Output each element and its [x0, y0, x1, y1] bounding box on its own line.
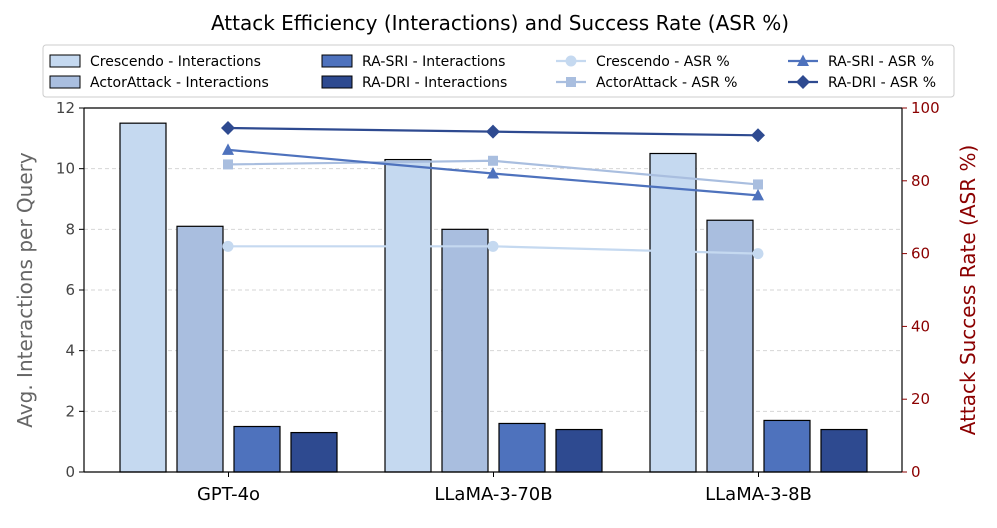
point-crescendo-asr--2 — [752, 248, 764, 260]
legend-label-crescendo-interactions: Crescendo - Interactions — [90, 54, 261, 70]
legend-label-ra-dri-asr-: RA-DRI - ASR % — [828, 75, 936, 91]
left-tick-label: 2 — [65, 402, 75, 420]
bar-ra-dri-interactions-2 — [820, 428, 868, 473]
axes: 0 2 4 6 8 10 12 0 20 40 60 80 100 GPT-4o LLaMA-3-70B LL… — [56, 99, 940, 505]
x-tick-label: LLaMA-3-8B — [705, 484, 812, 505]
bar-actorattack-interactions-2 — [706, 219, 754, 473]
legend-marker-actorattack-asr- — [566, 77, 576, 87]
point-ra-sri-asr--0 — [222, 143, 234, 155]
point-actorattack-asr--2 — [753, 179, 763, 190]
bar-ra-sri-interactions-2 — [763, 419, 811, 473]
legend-marker-ra-sri-asr- — [797, 54, 809, 66]
point-actorattack-asr--1 — [488, 155, 498, 166]
point-ra-dri-asr--2 — [751, 128, 765, 143]
point-ra-sri-asr--2 — [752, 188, 764, 201]
left-tick-label: 12 — [56, 99, 75, 117]
right-tick-label: 40 — [911, 317, 930, 335]
point-crescendo-asr--0 — [222, 240, 234, 252]
left-tick-label: 4 — [65, 342, 75, 360]
right-tick-label: 80 — [911, 172, 930, 190]
legend-frame — [42, 44, 955, 98]
legend-swatch-actorattack-interactions — [49, 75, 81, 89]
right-tick-label: 60 — [911, 245, 930, 263]
legend-swatch-ra-sri-interactions — [321, 54, 353, 68]
bar-crescendo-interactions-2 — [649, 152, 697, 473]
legend-label-ra-sri-interactions: RA-SRI - Interactions — [362, 54, 505, 70]
chart-title: Attack Efficiency (Interactions) and Suc… — [211, 11, 789, 35]
asr-lines — [221, 121, 765, 260]
legend: Crescendo - Interactions ActorAttack - In… — [42, 44, 955, 98]
bar-ra-sri-interactions-0 — [233, 425, 281, 473]
legend-swatch-crescendo-interactions — [49, 54, 81, 68]
bars — [119, 122, 868, 473]
right-tick-label: 20 — [911, 390, 930, 408]
legend-label-ra-dri-interactions: RA-DRI - Interactions — [362, 75, 507, 91]
legend-label-actorattack-asr-: ActorAttack - ASR % — [596, 75, 737, 91]
y-axis-label-left: Avg. Interactions per Query — [13, 152, 37, 428]
point-crescendo-asr--1 — [487, 240, 499, 252]
left-tick-label: 0 — [65, 463, 75, 481]
bar-actorattack-interactions-1 — [441, 228, 489, 473]
x-tick-label: GPT-4o — [197, 484, 260, 505]
left-tick-label: 10 — [56, 160, 75, 178]
legend-label-ra-sri-asr-: RA-SRI - ASR % — [828, 54, 934, 70]
bar-ra-sri-interactions-1 — [498, 422, 546, 473]
point-ra-dri-asr--1 — [486, 124, 500, 139]
left-tick-label: 6 — [65, 281, 75, 299]
legend-marker-ra-dri-asr- — [796, 75, 810, 89]
bar-ra-dri-interactions-1 — [555, 428, 603, 473]
bar-crescendo-interactions-1 — [384, 158, 432, 473]
left-tick-label: 8 — [65, 220, 75, 238]
legend-label-actorattack-interactions: ActorAttack - Interactions — [90, 75, 269, 91]
right-tick-label: 100 — [911, 99, 940, 117]
legend-label-crescendo-asr-: Crescendo - ASR % — [596, 54, 730, 70]
x-tick-label: LLaMA-3-70B — [434, 484, 552, 505]
legend-swatch-ra-dri-interactions — [321, 75, 353, 89]
bar-actorattack-interactions-0 — [176, 225, 224, 473]
point-ra-dri-asr--0 — [221, 121, 235, 136]
bar-crescendo-interactions-0 — [119, 122, 167, 473]
point-ra-sri-asr--1 — [487, 167, 499, 179]
right-tick-label: 0 — [911, 463, 921, 481]
y-axis-label-right: Attack Success Rate (ASR %) — [956, 145, 980, 436]
legend-marker-crescendo-asr- — [565, 55, 577, 67]
point-actorattack-asr--0 — [223, 159, 233, 170]
bar-ra-dri-interactions-0 — [290, 431, 338, 473]
